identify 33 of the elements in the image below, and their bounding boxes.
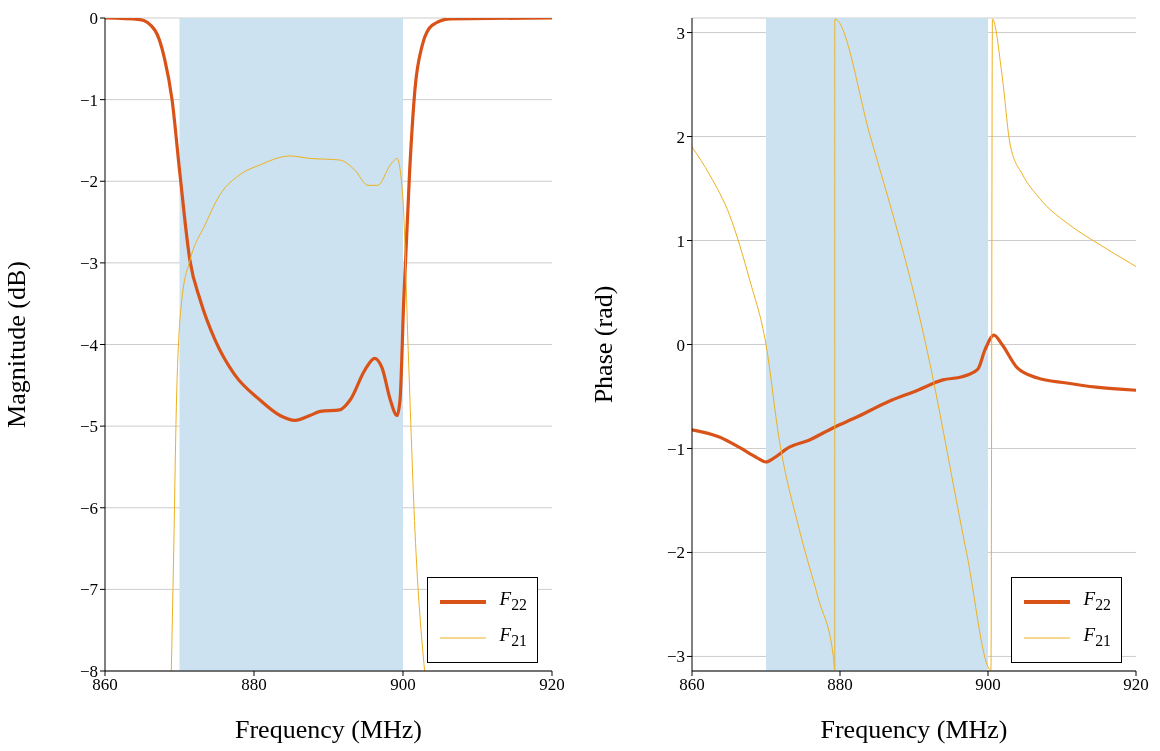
y-tick-label: 0 bbox=[676, 335, 685, 355]
legend-label: F$_{21}$ bbox=[499, 624, 527, 649]
x-tick-label: 920 bbox=[539, 675, 565, 695]
x-tick-label: 900 bbox=[975, 675, 1001, 695]
x-tick-label: 920 bbox=[1123, 675, 1149, 695]
y-tick-label: −6 bbox=[79, 498, 98, 518]
y-tick-label: 0 bbox=[89, 9, 98, 29]
y-tick-label: 2 bbox=[676, 127, 685, 147]
x-axis-title: Frequency (MHz) bbox=[235, 715, 422, 744]
x-tick-label: 900 bbox=[390, 675, 416, 695]
y-tick-label: 1 bbox=[676, 231, 685, 251]
x-axis-title: Frequency (MHz) bbox=[820, 715, 1008, 744]
y-tick-label: −2 bbox=[666, 543, 685, 563]
y-tick-label: −3 bbox=[666, 647, 685, 667]
y-tick-label: −1 bbox=[79, 90, 98, 110]
line-series bbox=[105, 18, 552, 423]
y-axis-title: Phase (rad) bbox=[589, 285, 619, 404]
y-tick-label: −7 bbox=[79, 580, 99, 600]
y-tick-label: −4 bbox=[79, 335, 99, 355]
y-tick-label: −3 bbox=[79, 253, 98, 273]
legend-label: F$_{22}$ bbox=[1083, 588, 1111, 614]
line-series bbox=[692, 333, 1136, 464]
y-tick-label: −5 bbox=[79, 417, 98, 437]
legend-label: F$_{22}$ bbox=[499, 588, 527, 614]
y-tick-label: −2 bbox=[79, 172, 98, 192]
x-tick-label: 880 bbox=[827, 675, 853, 695]
y-tick-label: −1 bbox=[666, 439, 685, 459]
legend-label: F$_{21}$ bbox=[1083, 624, 1111, 649]
line-series bbox=[170, 155, 426, 671]
y-tick-label: 3 bbox=[676, 23, 685, 43]
x-tick-label: 880 bbox=[241, 675, 267, 695]
y-axis-title: Magnitude (dB) bbox=[2, 261, 32, 428]
x-tick-label: 860 bbox=[679, 675, 705, 695]
